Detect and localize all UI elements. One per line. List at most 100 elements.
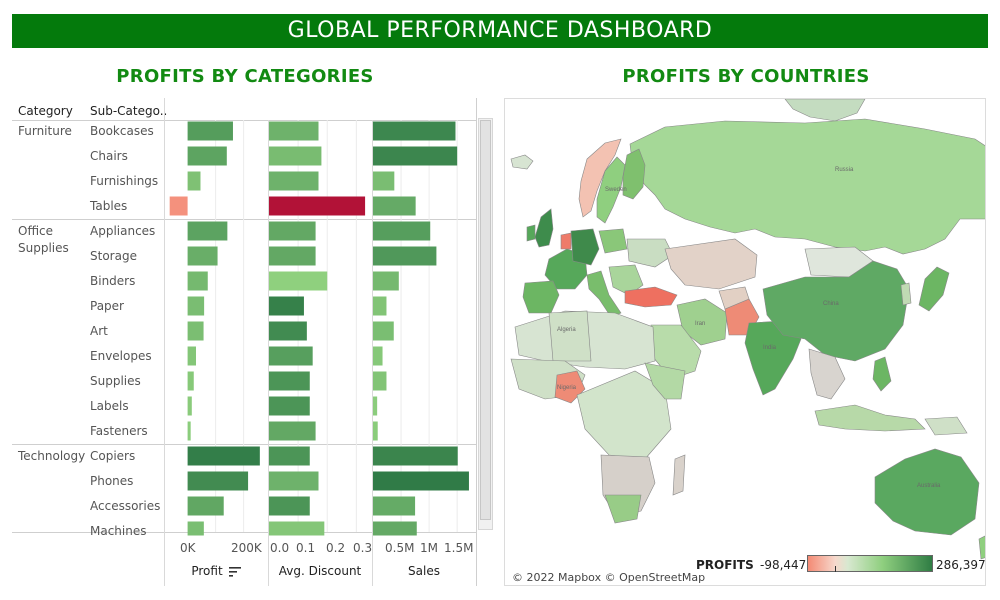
pane-divider <box>164 98 165 586</box>
discount-bar[interactable] <box>269 171 319 191</box>
southeast-asia-shape[interactable] <box>808 348 846 400</box>
profit-axis-title[interactable]: Profit <box>166 564 266 578</box>
pane-divider <box>372 120 373 586</box>
sales-bar[interactable] <box>373 171 395 191</box>
subcategory-column-header[interactable]: Sub-Catego.. <box>90 104 168 118</box>
profit-bar[interactable] <box>187 121 233 141</box>
sales-bar[interactable] <box>373 296 387 316</box>
japan-shape[interactable] <box>918 266 950 312</box>
profit-bar[interactable] <box>169 196 188 216</box>
iceland-shape[interactable] <box>510 154 534 170</box>
profit-bar[interactable] <box>187 496 224 516</box>
new-zealand-shape[interactable] <box>978 535 986 560</box>
south-africa-shape[interactable] <box>604 494 642 524</box>
discount-bar[interactable] <box>269 121 319 141</box>
ireland-shape[interactable] <box>526 224 536 242</box>
sales-bar[interactable] <box>373 321 394 341</box>
sales-bar[interactable] <box>373 246 437 266</box>
sales-bar[interactable] <box>373 471 469 491</box>
china-label: China <box>823 301 839 307</box>
profit-bar[interactable] <box>187 446 260 466</box>
sales-bar[interactable] <box>373 371 387 391</box>
discount-bar[interactable] <box>269 196 366 216</box>
discount-bar[interactable] <box>269 496 310 516</box>
sales-bar[interactable] <box>373 271 399 291</box>
algeria-label: Algeria <box>557 327 576 333</box>
category-column-header[interactable]: Category <box>18 104 73 118</box>
profit-bar[interactable] <box>187 221 228 241</box>
sales-bar[interactable] <box>373 421 378 441</box>
kazakhstan-shape[interactable] <box>664 238 758 290</box>
russia-shape[interactable] <box>629 118 986 255</box>
discount-bar[interactable] <box>269 321 307 341</box>
sales-bar[interactable] <box>373 221 431 241</box>
discount-axis-title: Avg. Discount <box>278 564 362 578</box>
spain-shape[interactable] <box>522 280 560 314</box>
sales-bar[interactable] <box>373 146 458 166</box>
sales-bar[interactable] <box>373 346 383 366</box>
discount-bar[interactable] <box>269 396 310 416</box>
korea-shape[interactable] <box>900 282 912 306</box>
subcategory-label: Furnishings <box>90 174 159 188</box>
profit-bar[interactable] <box>187 396 192 416</box>
discount-bar[interactable] <box>269 371 310 391</box>
discount-bar[interactable] <box>269 221 316 241</box>
category-label: Office Supplies <box>18 224 69 255</box>
axis-divider <box>12 532 476 533</box>
russia-label: Russia <box>835 167 854 173</box>
poland-shape[interactable] <box>598 228 628 254</box>
sales-bar[interactable] <box>373 496 416 516</box>
sales-bar[interactable] <box>373 446 458 466</box>
madagascar-shape[interactable] <box>672 454 686 496</box>
discount-bar[interactable] <box>269 471 319 491</box>
profit-bar[interactable] <box>187 146 227 166</box>
norway-shape[interactable] <box>578 138 622 218</box>
philippines-shape[interactable] <box>872 356 892 392</box>
finland-shape[interactable] <box>622 148 646 200</box>
scrollbar-thumb[interactable] <box>480 120 491 520</box>
world-map[interactable]: Sweden Russia Algeria Nigeria Iran India… <box>504 98 986 586</box>
discount-bar[interactable] <box>269 346 313 366</box>
subcategory-label: Bookcases <box>90 124 154 138</box>
profit-bar[interactable] <box>187 271 208 291</box>
sweden-shape[interactable] <box>596 156 626 224</box>
profit-bar[interactable] <box>187 296 205 316</box>
netherlands-shape[interactable] <box>560 232 572 250</box>
discount-bar[interactable] <box>269 521 325 536</box>
profit-bar[interactable] <box>187 471 249 491</box>
discount-bar[interactable] <box>269 446 310 466</box>
discount-bar[interactable] <box>269 271 328 291</box>
discount-bar[interactable] <box>269 421 316 441</box>
ukraine-shape[interactable] <box>626 238 674 268</box>
australia-shape[interactable] <box>874 448 980 536</box>
profit-bar[interactable] <box>187 246 218 266</box>
sales-bar[interactable] <box>373 521 417 536</box>
sales-bar[interactable] <box>373 396 378 416</box>
profit-bar[interactable] <box>187 521 204 536</box>
profit-bar[interactable] <box>187 421 191 441</box>
turkey-shape[interactable] <box>624 286 678 308</box>
sales-bar[interactable] <box>373 196 416 216</box>
algeria-shape[interactable] <box>548 310 592 362</box>
profit-bar[interactable] <box>187 321 204 341</box>
discount-bar[interactable] <box>269 246 316 266</box>
profit-bar[interactable] <box>187 346 196 366</box>
afghanistan-shape[interactable] <box>718 286 750 310</box>
profit-bar[interactable] <box>187 371 194 391</box>
legend-min-label: -98,447 <box>760 558 807 572</box>
profit-bar[interactable] <box>187 171 201 191</box>
china-shape[interactable] <box>762 260 910 362</box>
discount-bar[interactable] <box>269 146 322 166</box>
new-guinea-shape[interactable] <box>924 416 968 436</box>
sweden-label: Sweden <box>605 187 627 193</box>
map-credit[interactable]: © 2022 Mapbox © OpenStreetMap <box>512 571 706 584</box>
east-africa-shape[interactable] <box>644 362 686 400</box>
greenland-shape[interactable] <box>784 99 866 122</box>
discount-bar[interactable] <box>269 296 304 316</box>
sales-bar[interactable] <box>373 121 456 141</box>
germany-shape[interactable] <box>570 228 600 266</box>
central-africa-shape[interactable] <box>576 370 672 460</box>
sort-icon[interactable] <box>228 566 241 577</box>
uk-shape[interactable] <box>534 208 554 248</box>
indonesia-shape[interactable] <box>814 404 926 432</box>
